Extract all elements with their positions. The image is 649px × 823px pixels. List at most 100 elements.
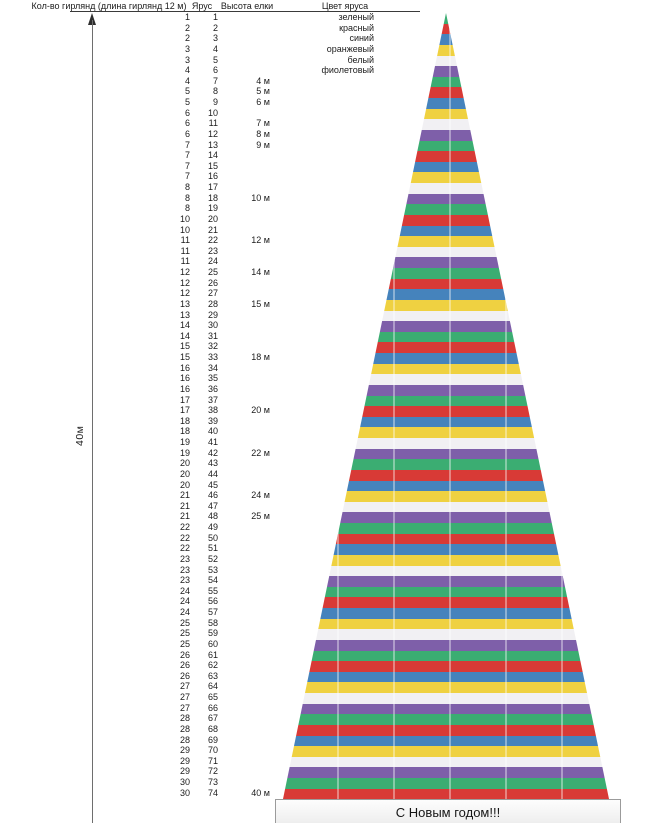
cell-tier-number: 24 xyxy=(207,256,218,267)
cell-garland-count: 22 xyxy=(179,532,190,543)
cell-tier-number: 10 xyxy=(207,107,218,118)
cell-garland-count: 27 xyxy=(179,692,190,703)
cell-tier-number: 6 xyxy=(212,65,218,76)
cell-tier-number: 69 xyxy=(207,734,218,745)
tier-row: 8 17 xyxy=(0,182,374,193)
tree-stripe-white xyxy=(283,756,609,768)
cell-height-mark: 7 м xyxy=(256,118,270,129)
cell-tier-number: 30 xyxy=(207,320,218,331)
cell-garland-count: 5 xyxy=(184,97,190,108)
cell-tier-number: 35 xyxy=(207,373,218,384)
cell-garland-count: 2 xyxy=(184,22,190,33)
cell-garland-count: 11 xyxy=(180,235,190,246)
tier-row: 20 44 xyxy=(0,469,374,480)
cell-tier-number: 25 xyxy=(207,267,218,278)
cell-tier-number: 12 xyxy=(207,128,218,139)
cell-garland-count: 4 xyxy=(184,75,190,86)
cell-garland-count: 29 xyxy=(179,745,190,756)
cell-tier-number: 40 xyxy=(207,426,218,437)
cell-height-mark: 12 м xyxy=(251,235,270,246)
tier-row: 11 23 xyxy=(0,246,374,257)
cell-height-mark: 9 м xyxy=(256,139,270,150)
scale-arrow-up-icon xyxy=(88,13,96,25)
tier-row: 20 43 xyxy=(0,458,374,469)
cell-garland-count: 14 xyxy=(179,330,190,341)
cell-garland-count: 28 xyxy=(179,734,190,745)
cell-tier-number: 62 xyxy=(207,660,218,671)
tree-stripe-white xyxy=(283,629,609,640)
tree-stripe-red xyxy=(283,788,609,799)
tier-table: 1 1 зеленый 2 2 красный 2 3 синий 3 4 оранжевый 3 5 бе… xyxy=(0,12,374,798)
tree-stripe-violet xyxy=(283,767,609,778)
scale-arrow-line xyxy=(92,20,93,823)
cell-tier-number: 38 xyxy=(207,405,218,416)
cell-tier-number: 61 xyxy=(207,649,218,660)
tier-row: 21 47 xyxy=(0,501,374,512)
tree-stripe-green xyxy=(283,714,609,725)
cell-garland-count: 10 xyxy=(179,213,190,224)
cell-garland-count: 12 xyxy=(179,277,190,288)
cell-garland-count: 28 xyxy=(179,723,190,734)
cell-garland-count: 7 xyxy=(184,171,190,182)
cell-tier-number: 5 xyxy=(212,54,218,65)
cell-garland-count: 26 xyxy=(179,670,190,681)
cell-garland-count: 19 xyxy=(179,447,190,458)
tier-row: 25 58 xyxy=(0,618,374,629)
cell-height-mark: 15 м xyxy=(251,298,270,309)
cell-tier-number: 57 xyxy=(207,607,218,618)
cell-garland-count: 24 xyxy=(179,585,190,596)
tier-row: 26 61 xyxy=(0,650,374,661)
cell-garland-count: 1 xyxy=(184,12,190,23)
cell-garland-count: 26 xyxy=(179,660,190,671)
cell-garland-count: 25 xyxy=(179,617,190,628)
tier-row: 12 25 14 м xyxy=(0,267,374,278)
tier-row: 27 64 xyxy=(0,681,374,692)
cell-garland-count: 12 xyxy=(179,288,190,299)
tier-row: 22 49 xyxy=(0,522,374,533)
tier-row: 30 73 xyxy=(0,777,374,788)
cell-garland-count: 13 xyxy=(179,298,190,309)
tier-row: 22 50 xyxy=(0,533,374,544)
cell-height-mark: 40 м xyxy=(251,787,270,798)
cell-garland-count: 4 xyxy=(184,65,190,76)
cell-tier-number: 54 xyxy=(207,575,218,586)
cell-tier-number: 43 xyxy=(207,458,218,469)
tier-row: 8 18 10 м xyxy=(0,193,374,204)
cell-tier-number: 3 xyxy=(212,33,218,44)
cell-tier-number: 20 xyxy=(207,213,218,224)
tier-row: 18 39 xyxy=(0,416,374,427)
header-underline xyxy=(70,11,420,12)
cell-tier-number: 72 xyxy=(207,766,218,777)
tier-row: 20 45 xyxy=(0,480,374,491)
tier-row: 5 9 6 м xyxy=(0,97,374,108)
cell-garland-count: 11 xyxy=(180,256,190,267)
tier-row: 29 71 xyxy=(0,756,374,767)
tier-row: 4 7 4 м xyxy=(0,76,374,87)
cell-garland-count: 16 xyxy=(179,362,190,373)
tier-row: 3 5 белый xyxy=(0,55,374,66)
cell-garland-count: 17 xyxy=(179,394,190,405)
cell-garland-count: 8 xyxy=(184,182,190,193)
cell-height-mark: 14 м xyxy=(251,267,270,278)
cell-garland-count: 23 xyxy=(179,553,190,564)
tier-row: 21 46 24 м xyxy=(0,490,374,501)
cell-tier-number: 51 xyxy=(207,543,218,554)
cell-tier-number: 26 xyxy=(207,277,218,288)
tier-row: 24 57 xyxy=(0,607,374,618)
cell-tier-number: 15 xyxy=(207,160,218,171)
tier-row: 28 69 xyxy=(0,735,374,746)
tier-row: 12 27 xyxy=(0,288,374,299)
tier-row: 24 55 xyxy=(0,586,374,597)
cell-tier-number: 27 xyxy=(207,288,218,299)
tier-row: 30 74 40 м xyxy=(0,788,374,799)
cell-garland-count: 22 xyxy=(179,543,190,554)
cell-tier-number: 49 xyxy=(207,522,218,533)
cell-tier-number: 14 xyxy=(207,150,218,161)
tree-stripe-green xyxy=(283,586,609,598)
cell-garland-count: 20 xyxy=(179,458,190,469)
cell-tier-number: 1 xyxy=(212,12,218,23)
tier-row: 21 48 25 м xyxy=(0,511,374,522)
tier-row: 27 65 xyxy=(0,692,374,703)
tier-row: 4 6 фиолетовый xyxy=(0,65,374,76)
tier-row: 14 30 xyxy=(0,320,374,331)
